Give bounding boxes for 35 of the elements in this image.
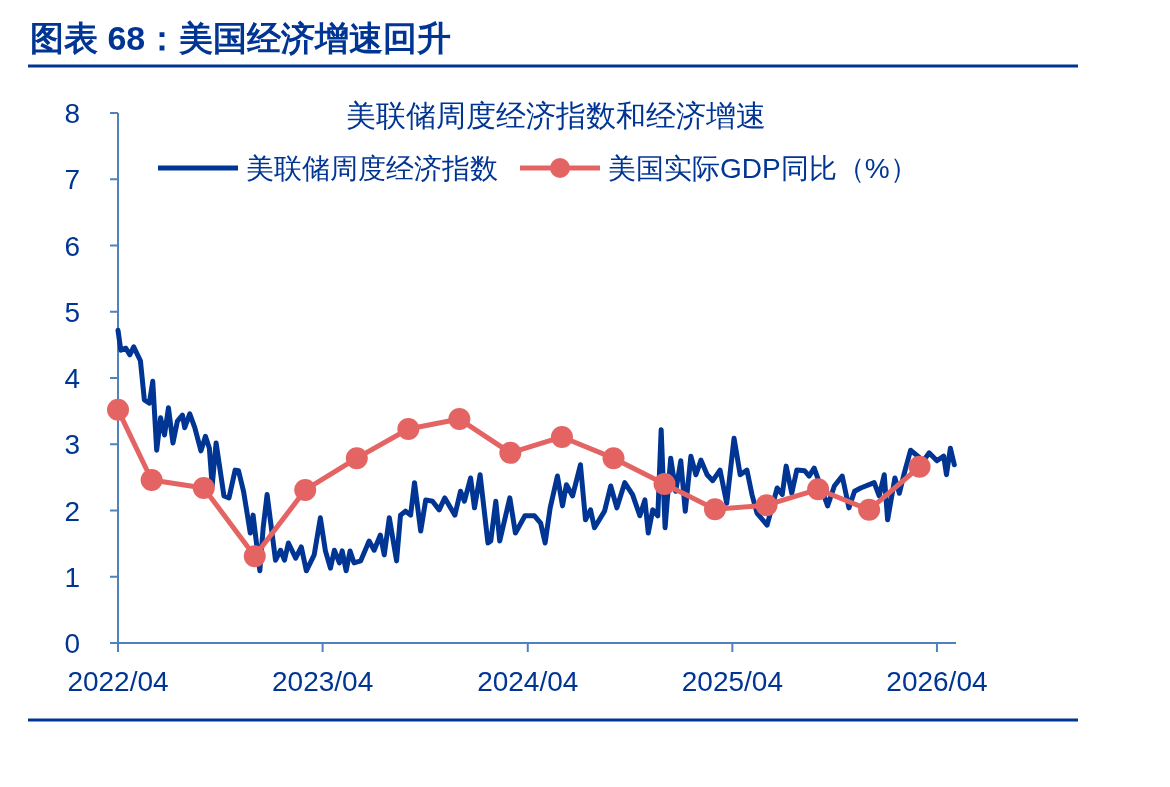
point	[602, 447, 625, 470]
x-tick-label: 2025/04	[681, 666, 783, 697]
y-tick-label: 4	[64, 363, 80, 394]
point	[653, 473, 676, 495]
x-tick-label: 2022/04	[67, 666, 169, 697]
point	[755, 494, 778, 517]
point	[107, 398, 129, 421]
point	[294, 478, 317, 501]
y-tick-label: 8	[64, 98, 80, 129]
y-tick-label: 2	[64, 495, 80, 527]
point	[345, 447, 368, 470]
x-tick-label: 2023/04	[271, 666, 374, 697]
point	[703, 498, 726, 521]
y-tick-label: 3	[64, 429, 80, 461]
x-tick-label: 2024/04	[477, 666, 579, 697]
chart-subtitle: 美联储周度经济指数和经济增速	[346, 99, 766, 132]
point	[243, 545, 266, 568]
point	[448, 408, 471, 431]
point	[140, 469, 163, 492]
point	[550, 425, 573, 448]
y-tick-label: 5	[64, 296, 80, 328]
y-tick-label: 6	[64, 230, 80, 262]
y-tick-label: 1	[64, 561, 80, 593]
x-tick-label: 2026/04	[886, 666, 988, 697]
y-tick-label: 0	[64, 628, 80, 659]
y-tick-label: 7	[64, 164, 80, 196]
point	[397, 418, 420, 441]
point	[192, 476, 215, 499]
point	[499, 441, 522, 464]
point	[807, 478, 830, 501]
legend-label: 美联储周度经济指数	[246, 153, 498, 184]
point	[908, 455, 931, 478]
legend-label: 美国实际GDP同比（%）	[608, 153, 918, 184]
chart-title: 图表 68：美国经济增速回升	[30, 19, 452, 57]
point	[858, 498, 881, 521]
